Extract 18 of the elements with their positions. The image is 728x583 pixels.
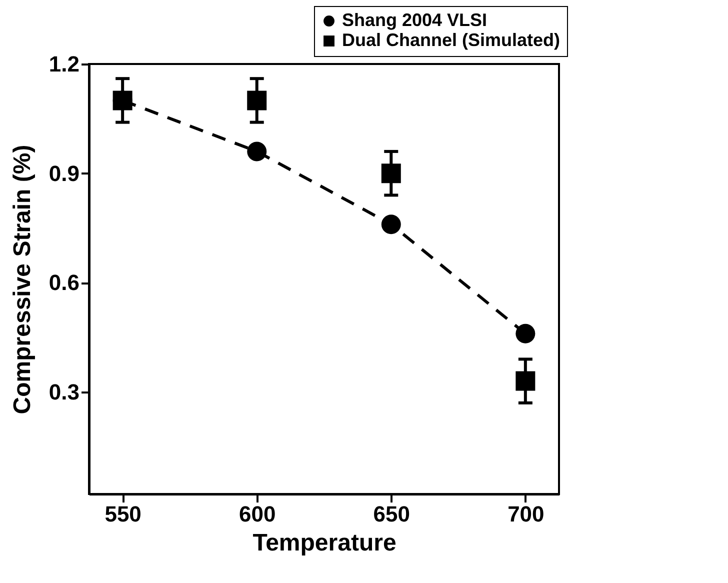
point: [247, 90, 267, 110]
point: [516, 371, 536, 391]
y-tick-label: 0.6: [48, 270, 80, 296]
point: [247, 142, 267, 162]
point: [381, 214, 401, 234]
x-tick-label: 650: [373, 502, 410, 526]
legend-label: Dual Channel (Simulated): [342, 30, 560, 50]
y-axis-title: Compressive Strain (%): [8, 144, 36, 414]
point: [516, 324, 536, 344]
x-axis-title: Temperature: [252, 530, 396, 556]
point: [381, 164, 401, 184]
y-tick-label: 0.3: [48, 379, 80, 404]
y-tick-label: 1.2: [48, 52, 80, 76]
legend-label: Shang 2004 VLSI: [342, 10, 488, 30]
x-tick-label: 550: [104, 502, 142, 526]
x-tick-label: 600: [239, 502, 276, 526]
x-tick-label: 700: [508, 502, 544, 526]
y-tick-label: 0.9: [48, 160, 80, 186]
